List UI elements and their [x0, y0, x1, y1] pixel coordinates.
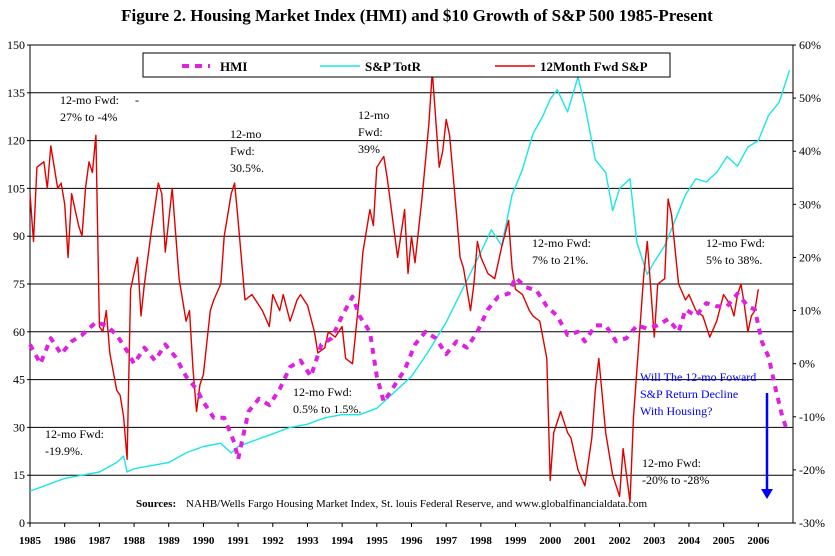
- annotation-1987-range: 27% to -4%: [60, 110, 117, 124]
- y-right-tick-label: -30%: [799, 516, 825, 530]
- annotation-1995-label-a: 12-mo: [358, 108, 389, 122]
- x-axis: 1985 1986 1987 1988 1989 1990 1991 1992 1993 1994…: [19, 523, 770, 547]
- y-left-tick-label: 15: [13, 468, 25, 482]
- y-left-tick-label: 120: [7, 134, 25, 148]
- y-right-tick-label: 10%: [799, 304, 821, 318]
- y-right-tick-label: 60%: [799, 38, 821, 52]
- legend: HMI S&P TotR 12Month Fwd S&P: [142, 52, 671, 78]
- y-left-tick-label: 105: [7, 181, 25, 195]
- legend-label-hmi: HMI: [220, 59, 247, 74]
- source-label: Sources:: [136, 498, 176, 510]
- housing-callout: Will The 12-mo Foward S&P Return Decline…: [640, 370, 773, 499]
- x-tick-label: 2002: [609, 535, 632, 547]
- callout-line-1: Will The 12-mo Foward: [640, 370, 756, 384]
- y-left-axis: 0 15 30 45 60 75 90 105 120 135 150: [7, 38, 30, 530]
- y-right-tick-label: -20%: [799, 463, 825, 477]
- annotation-2004-label: 12-mo Fwd:: [706, 236, 765, 250]
- x-tick-label: 1995: [366, 535, 389, 547]
- x-tick-label: 1990: [192, 535, 215, 547]
- y-right-tick-label: 0%: [799, 357, 815, 371]
- x-tick-label: 1988: [123, 535, 146, 547]
- annotation-2004-range: 5% to 38%.: [706, 253, 762, 267]
- callout-line-3: With Housing?: [640, 404, 713, 418]
- y-left-tick-label: 0: [19, 516, 25, 530]
- annotation-1987-dash: -: [135, 93, 139, 107]
- x-tick-label: 1987: [88, 535, 111, 547]
- annotation-1991-value: 30.5%.: [230, 161, 264, 175]
- annotation-2002-range: -20% to -28%: [642, 473, 709, 487]
- y-left-tick-label: 30: [13, 420, 25, 434]
- x-tick-label: 1997: [435, 535, 458, 547]
- x-tick-label: 1996: [401, 535, 424, 547]
- annotation-1999-label: 12-mo Fwd:: [532, 236, 591, 250]
- legend-label-fwd-sp: 12Month Fwd S&P: [540, 59, 648, 74]
- annotation-1999-range: 7% to 21%.: [532, 253, 588, 267]
- annotation-1991-label-b: Fwd:: [230, 144, 255, 158]
- series-line-s-p-totr: [29, 70, 791, 492]
- annotation-1995-value: 39%: [358, 142, 380, 156]
- x-tick-label: 1985: [19, 535, 42, 547]
- legend-label-sp-totr: S&P TotR: [365, 59, 422, 74]
- x-tick-label: 1999: [505, 535, 528, 547]
- callout-arrow-head: [761, 489, 773, 499]
- y-left-tick-label: 150: [7, 38, 25, 52]
- legend-box: [142, 52, 671, 78]
- series-line-12month-fwd-s-p: [29, 70, 759, 503]
- y-left-tick-label: 60: [13, 325, 25, 339]
- annotation-1991-label-a: 12-mo: [230, 127, 261, 141]
- source-text: NAHB/Wells Fargo Housing Market Index, S…: [186, 498, 647, 510]
- series-line-hmi: [28, 275, 788, 462]
- x-tick-label: 1989: [158, 535, 181, 547]
- y-left-tick-label: 135: [7, 86, 25, 100]
- x-tick-label: 2001: [574, 535, 596, 547]
- y-left-tick-label: 90: [13, 229, 25, 243]
- x-tick-label: 1986: [54, 535, 77, 547]
- series-layer: [28, 70, 791, 503]
- y-right-axis: -30% -20% -10% 0% 10% 20% 30% 40% 50% 60%: [793, 38, 825, 530]
- x-tick-label: 1993: [296, 535, 319, 547]
- y-right-tick-label: 40%: [799, 144, 821, 158]
- source-note: Sources: NAHB/Wells Fargo Housing Market…: [136, 498, 647, 510]
- x-tick-label: 2003: [643, 535, 666, 547]
- y-right-tick-label: 30%: [799, 197, 821, 211]
- x-tick-label: 1991: [227, 535, 249, 547]
- callout-line-2: S&P Return Decline: [640, 387, 738, 401]
- annotation-2002-label: 12-mo Fwd:: [642, 456, 701, 470]
- x-tick-label: 2006: [747, 535, 770, 547]
- annotation-1987-label: 12-mo Fwd:: [60, 93, 119, 107]
- y-right-tick-label: 20%: [799, 250, 821, 264]
- y-left-tick-label: 45: [13, 373, 25, 387]
- annotations: 12-mo Fwd: - 27% to -4% 12-mo Fwd: 30.5%…: [45, 93, 765, 487]
- annotation-1988-label: 12-mo Fwd:: [45, 427, 104, 441]
- annotation-1995-label-b: Fwd:: [358, 125, 383, 139]
- annotation-1988-value: -19.9%.: [45, 444, 83, 458]
- x-tick-label: 1994: [331, 535, 354, 547]
- x-tick-label: 1992: [262, 535, 285, 547]
- y-right-tick-label: 50%: [799, 91, 821, 105]
- x-tick-label: 2004: [678, 535, 701, 547]
- annotation-1993-range: 0.5% to 1.5%.: [293, 402, 361, 416]
- y-right-tick-label: -10%: [799, 410, 825, 424]
- annotation-1993-label: 12-mo Fwd:: [293, 385, 352, 399]
- x-tick-label: 2000: [539, 535, 562, 547]
- x-tick-label: 1998: [470, 535, 493, 547]
- chart-title: Figure 2. Housing Market Index (HMI) and…: [121, 6, 713, 25]
- x-tick-label: 2005: [713, 535, 736, 547]
- y-left-tick-label: 75: [13, 277, 25, 291]
